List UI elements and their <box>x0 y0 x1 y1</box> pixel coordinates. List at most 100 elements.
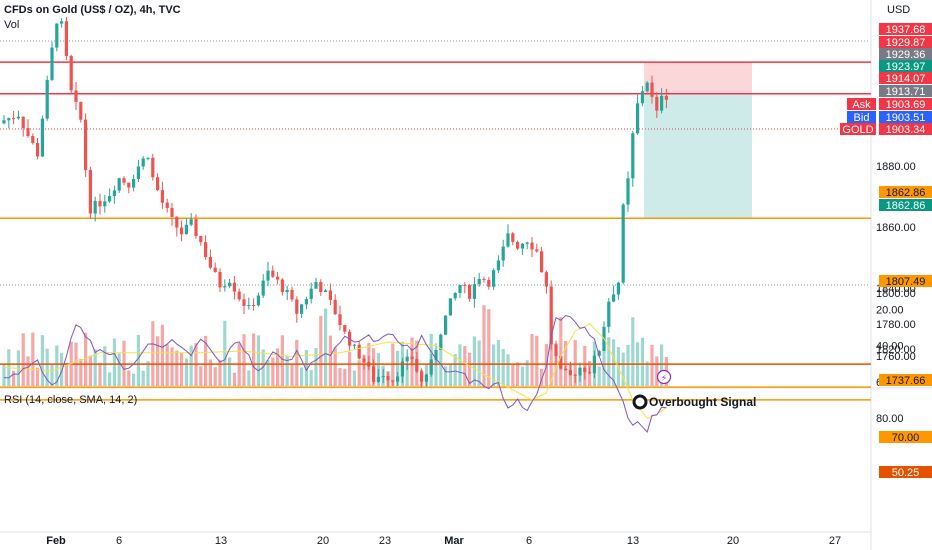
price-label-text: 1862.86 <box>886 187 926 199</box>
volume-bar <box>165 344 169 386</box>
volume-bar <box>64 362 68 386</box>
price-label-text: 1914.07 <box>886 73 926 85</box>
candle-body <box>232 282 236 292</box>
candle-body <box>333 299 337 315</box>
price-label-box <box>879 431 932 443</box>
volume-bar <box>122 340 126 386</box>
price-label-text: 1903.69 <box>886 99 926 111</box>
flash-icon[interactable] <box>656 369 672 385</box>
overbought-marker-icon[interactable] <box>632 394 648 410</box>
volume-bar <box>448 364 452 386</box>
candle-body <box>26 127 30 137</box>
candle-body <box>540 251 544 273</box>
candle-body <box>645 82 649 92</box>
volume-bar <box>60 353 64 386</box>
price-label-text: 1913.71 <box>886 86 926 98</box>
candle-body <box>156 177 160 191</box>
volume-bar <box>36 367 40 386</box>
candle-body <box>549 286 553 345</box>
candle-body <box>2 120 6 124</box>
candle-body <box>564 368 568 371</box>
candle-body <box>36 142 40 157</box>
volume-bar <box>458 344 462 386</box>
candle-body <box>141 158 145 167</box>
candle-body <box>612 294 616 302</box>
volume-bar <box>208 359 212 386</box>
volume-bar <box>607 337 611 386</box>
price-label-text: 70.00 <box>892 432 920 444</box>
volume-bar <box>468 352 472 386</box>
rsi-ma-line <box>3 323 667 419</box>
time-tick-4: 23 <box>379 535 391 547</box>
volume-bar <box>501 349 505 386</box>
volume-bar <box>300 367 304 386</box>
price-label-box <box>879 36 932 48</box>
time-tick-6: 6 <box>526 535 532 547</box>
candle-body <box>184 224 188 235</box>
candle-body <box>79 101 83 120</box>
candle-body <box>218 271 222 288</box>
price-tag-gold: GOLD <box>842 124 873 136</box>
rsi-tick-3: 20.00 <box>876 304 904 316</box>
volume-bar <box>348 351 352 386</box>
candle-body <box>266 270 270 281</box>
volume-bar <box>304 350 308 386</box>
volume-bar <box>93 349 97 386</box>
volume-bar <box>213 367 217 386</box>
candle-body <box>631 133 635 179</box>
candle-body <box>60 21 64 24</box>
candle-body <box>69 55 73 91</box>
candle-body <box>55 23 59 48</box>
candle-body <box>583 367 587 373</box>
volume-bar <box>170 347 174 386</box>
volume-bar <box>79 358 83 386</box>
volume-bar <box>530 333 534 386</box>
candle-body <box>108 196 112 202</box>
candle-body <box>444 315 448 335</box>
candle-body <box>616 282 620 295</box>
candle-body <box>88 170 92 214</box>
price-tick-6: 1760.00 <box>876 351 916 363</box>
volume-bar <box>45 348 49 386</box>
candle-body <box>271 270 275 277</box>
volume-bars <box>2 305 668 386</box>
candle-body <box>640 91 644 104</box>
candle-body <box>463 285 467 287</box>
volume-bar <box>405 364 409 386</box>
candle-body <box>410 356 414 360</box>
candle-body <box>588 372 592 374</box>
stop-loss-zone[interactable] <box>644 62 752 95</box>
volume-bar <box>31 332 35 386</box>
volume-bar <box>151 321 155 386</box>
volume-bar <box>357 360 361 386</box>
candle-body <box>127 182 131 188</box>
candle-body <box>338 314 342 326</box>
volume-bar <box>266 359 270 386</box>
volume-bar <box>175 350 179 386</box>
candle-body <box>280 279 284 293</box>
candle-body <box>468 285 472 299</box>
candle-body <box>237 291 241 300</box>
take-profit-zone[interactable] <box>644 94 752 219</box>
candle-body <box>357 344 361 359</box>
price-label-text: 1903.34 <box>886 124 926 136</box>
candle-body <box>621 204 625 283</box>
candle-body <box>405 356 409 362</box>
volume-bar <box>247 370 251 386</box>
time-tick-1: 6 <box>116 535 122 547</box>
candle-body <box>573 374 577 376</box>
price-label-text: 1923.97 <box>886 61 926 73</box>
volume-bar <box>660 344 664 386</box>
volume-bar <box>242 334 246 386</box>
volume-bar <box>141 370 145 386</box>
price-tick-0: 1880.00 <box>876 161 916 173</box>
flash-icon-group: ⚡ <box>656 369 672 385</box>
candle-body <box>194 219 198 237</box>
candle-body <box>664 95 668 100</box>
candle-body <box>597 351 601 356</box>
candle-body <box>93 200 97 214</box>
candle-body <box>74 90 78 102</box>
candle-body <box>511 233 515 242</box>
volume-bar <box>189 345 193 386</box>
